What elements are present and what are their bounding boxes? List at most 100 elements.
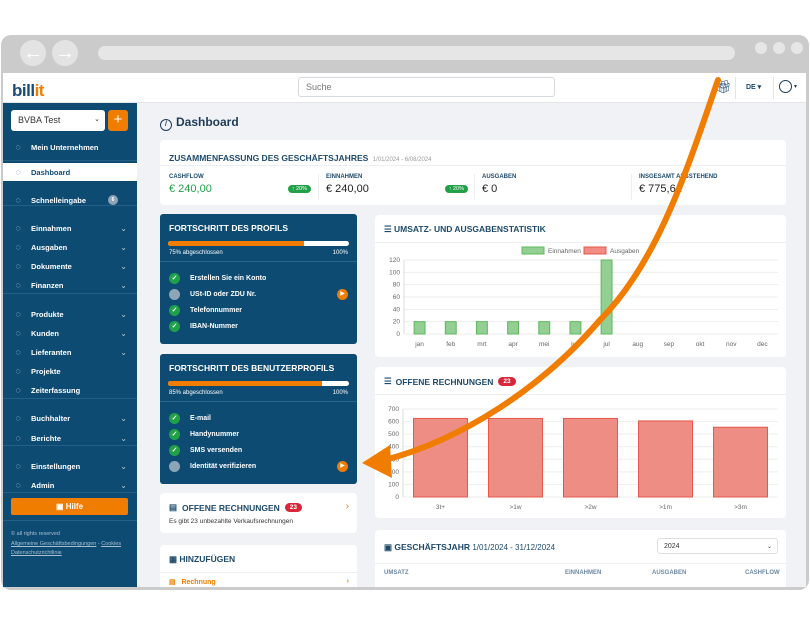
add-invoice-item[interactable]: ▤ Rechnung ›	[169, 578, 349, 586]
sidebar-item-schnelleingabe[interactable]: ◌ Schnelleingabe 6	[3, 191, 137, 209]
play-arrow-icon[interactable]: ▶	[337, 461, 348, 472]
cookies-link[interactable]: Cookies	[101, 541, 122, 547]
sidebar-item-buchhalter[interactable]: ◌ Buchhalter ⌄	[3, 409, 137, 427]
add-company-button[interactable]: +	[108, 110, 128, 131]
sidebar-item-projekte[interactable]: ◌ Projekte	[3, 362, 137, 380]
sidebar-item-ausgaben[interactable]: ◌ Ausgaben ⌄	[3, 238, 137, 256]
sidebar-item-label: Schnelleingabe	[31, 195, 87, 205]
chevron-down-icon: ⌄	[120, 347, 127, 357]
y-tick-label: 600	[388, 419, 399, 426]
sidebar-item-label: Finanzen	[31, 280, 64, 290]
progress-bar	[168, 241, 349, 246]
chevron-down-icon: ⌄	[120, 433, 127, 443]
page-title: / Dashboard	[160, 115, 239, 131]
search-input[interactable]	[298, 77, 555, 97]
user-avatar-icon[interactable]	[779, 80, 792, 93]
pending-circle-icon	[169, 461, 180, 472]
sidebar-item-dokumente[interactable]: ◌ Dokumente ⌄	[3, 257, 137, 275]
legend-label: Einnahmen	[548, 248, 581, 255]
sidebar-item-mein unternehmen[interactable]: ◌ Mein Unternehmen	[3, 138, 137, 156]
check-circle-icon: ✓	[169, 273, 180, 284]
sidebar-item-label: Kunden	[31, 328, 59, 338]
box-icon: ◌	[15, 309, 21, 319]
clock-icon: ◌	[15, 385, 21, 395]
x-tick-label: >3m	[734, 504, 747, 511]
checklist-item[interactable]: Identität verifizieren	[169, 461, 256, 472]
bar->3m	[713, 426, 768, 498]
checklist-item: ✓ Handynummer	[169, 429, 239, 440]
chevron-right-icon[interactable]: ›	[345, 501, 349, 512]
sidebar-item-finanzen[interactable]: ◌ Finanzen ⌄	[3, 276, 137, 294]
summary-card: ZUSAMMENFASSUNG DES GESCHÄFTSJAHRES 1/01…	[160, 140, 786, 205]
chevron-down-icon: ⌄	[120, 480, 127, 490]
play-arrow-icon[interactable]: ▶	[337, 289, 348, 300]
bar-jan	[413, 321, 426, 335]
help-button[interactable]: ▣ Hilfe	[11, 498, 128, 515]
sidebar-item-einstellungen[interactable]: ◌ Einstellungen ⌄	[3, 457, 137, 475]
sidebar-item-zeiterfassung[interactable]: ◌ Zeiterfassung	[3, 381, 137, 399]
y-tick-label: 80	[393, 282, 401, 289]
x-tick-label: nov	[726, 341, 737, 348]
copyright: © all rights reserved	[11, 531, 60, 537]
sidebar-item-admin[interactable]: ◌ Admin ⌄	[3, 476, 137, 494]
address-bar[interactable]	[98, 46, 735, 60]
y-tick-label: 400	[388, 444, 399, 451]
y-tick-label: 20	[393, 319, 401, 326]
sidebar-item-label: Mein Unternehmen	[31, 142, 99, 152]
sidebar-item-einnahmen[interactable]: ◌ Einnahmen ⌄	[3, 219, 137, 237]
sidebar-item-berichte[interactable]: ◌ Berichte ⌄	[3, 429, 137, 447]
x-tick-label: apr	[508, 341, 518, 348]
bar-mei	[538, 321, 551, 335]
language-select[interactable]: DE ▾	[746, 84, 762, 91]
sidebar-item-label: Admin	[31, 480, 55, 490]
x-tick-label: jun	[570, 341, 580, 348]
sidebar-item-kunden[interactable]: ◌ Kunden ⌄	[3, 324, 137, 342]
boxes-icon: ◌	[15, 347, 21, 357]
sidebar-item-produkte[interactable]: ◌ Produkte ⌄	[3, 305, 137, 323]
x-tick-label: okt	[696, 341, 705, 348]
checklist-item[interactable]: USt-ID oder ZDU Nr.	[169, 289, 256, 300]
forward-button[interactable]: →	[52, 40, 78, 66]
back-button[interactable]: ←	[20, 40, 46, 66]
sidebar-item-label: Einnahmen	[31, 223, 72, 233]
open-invoices-card[interactable]: ▤ OFFENE RECHNUNGEN 23 Es gibt 23 unbezahl…	[160, 493, 357, 533]
y-tick-label: 500	[388, 431, 399, 438]
x-tick-label: dec	[757, 341, 768, 348]
y-tick-label: 700	[388, 406, 399, 413]
bank-icon: ◌	[15, 280, 21, 290]
chevron-down-icon: ⌄	[120, 280, 127, 290]
check-circle-icon: ✓	[169, 445, 180, 456]
bar-mrt	[475, 321, 488, 335]
check-circle-icon: ✓	[169, 413, 180, 424]
camera-icon: ◌	[15, 195, 21, 205]
window-control[interactable]	[773, 42, 785, 54]
sidebar-item-label: Dokumente	[31, 261, 72, 271]
bar-feb	[444, 321, 457, 335]
terms-link[interactable]: Allgemeine Geschäftsbedingungen	[11, 541, 97, 547]
billit-logo[interactable]: billit	[12, 81, 44, 100]
y-tick-label: 40	[393, 306, 401, 313]
chevron-down-icon: ⌄	[120, 413, 127, 423]
x-tick-label: sep	[664, 341, 675, 348]
window-control[interactable]	[791, 42, 803, 54]
sidebar-item-label: Zeiterfassung	[31, 385, 81, 395]
user-menu-chevron[interactable]: ▾	[794, 84, 798, 90]
y-tick-label: 0	[396, 331, 400, 338]
privacy-link[interactable]: Datenschutzrichtlinie	[11, 550, 62, 556]
check-circle-icon: ✓	[169, 429, 180, 440]
year-select[interactable]: 2024 ⌄	[657, 538, 778, 554]
sidebar-item-lieferanten[interactable]: ◌ Lieferanten ⌄	[3, 343, 137, 361]
gift-icon[interactable]: 🎁︎	[715, 79, 732, 94]
admin-icon: ◌	[15, 480, 21, 490]
stat-ausgaben: AUSGABEN € 0	[474, 174, 630, 202]
sidebar-item-label: Produkte	[31, 309, 64, 319]
user-profile-progress-card: FORTSCHRITT DES BENUTZERPROFILS 85% abge…	[160, 354, 357, 484]
money-icon: ▣	[384, 542, 395, 552]
chevron-down-icon: ⌄	[120, 328, 127, 338]
company-select[interactable]: BVBA Test ⌄	[11, 110, 105, 131]
chevron-down-icon: ⌄	[120, 261, 127, 271]
bar->2w	[563, 417, 618, 498]
window-control[interactable]	[755, 42, 767, 54]
report-icon: ◌	[15, 433, 21, 443]
sidebar-item-dashboard[interactable]: ◌ Dashboard	[3, 163, 137, 181]
